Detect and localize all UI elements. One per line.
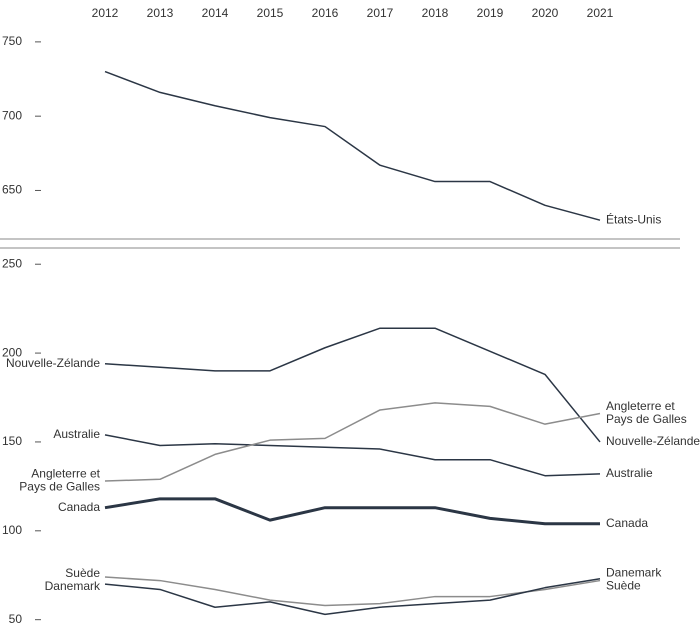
x-tick-label: 2016 bbox=[312, 6, 339, 20]
y-tick-label: 700 bbox=[2, 108, 22, 122]
series-line bbox=[104, 576, 601, 607]
series-label: États-Unis bbox=[606, 211, 661, 226]
series-label: Danemark bbox=[606, 565, 662, 579]
y-tick-label: 150 bbox=[2, 434, 22, 448]
series-label: Angleterre et Pays de Galles bbox=[606, 399, 687, 426]
series-label: Danemark bbox=[45, 579, 101, 593]
series-label: Nouvelle-Zélande bbox=[606, 434, 700, 448]
x-tick-label: 2019 bbox=[477, 6, 504, 20]
x-tick-label: 2015 bbox=[257, 6, 284, 20]
series-label: Canada bbox=[58, 500, 100, 514]
x-tick-label: 2017 bbox=[367, 6, 394, 20]
series-label: Suède bbox=[65, 566, 100, 580]
series-label: Nouvelle-Zélande bbox=[6, 356, 100, 370]
x-tick-label: 2013 bbox=[147, 6, 174, 20]
series-label: Angleterre et Pays de Galles bbox=[19, 467, 100, 494]
series-line bbox=[104, 70, 601, 221]
y-tick-label: 250 bbox=[2, 256, 22, 270]
y-tick-label: 100 bbox=[2, 523, 22, 537]
series-line bbox=[104, 327, 601, 443]
series-label: Australie bbox=[53, 427, 100, 441]
series-line bbox=[104, 402, 601, 482]
y-tick-label: 750 bbox=[2, 34, 22, 48]
x-tick-label: 2012 bbox=[92, 6, 119, 20]
x-tick-label: 2014 bbox=[202, 6, 229, 20]
y-tick-label: 650 bbox=[2, 183, 22, 197]
series-line bbox=[104, 497, 600, 526]
y-tick-label: 200 bbox=[2, 345, 22, 359]
x-tick-label: 2018 bbox=[422, 6, 449, 20]
series-label: Australie bbox=[606, 466, 653, 480]
series-line bbox=[104, 578, 601, 616]
series-label: Canada bbox=[606, 516, 648, 530]
y-tick-label: 50 bbox=[9, 612, 23, 625]
x-tick-label: 2020 bbox=[532, 6, 559, 20]
series-label: Suède bbox=[606, 578, 641, 592]
x-tick-label: 2021 bbox=[587, 6, 614, 20]
series-line bbox=[104, 434, 601, 477]
